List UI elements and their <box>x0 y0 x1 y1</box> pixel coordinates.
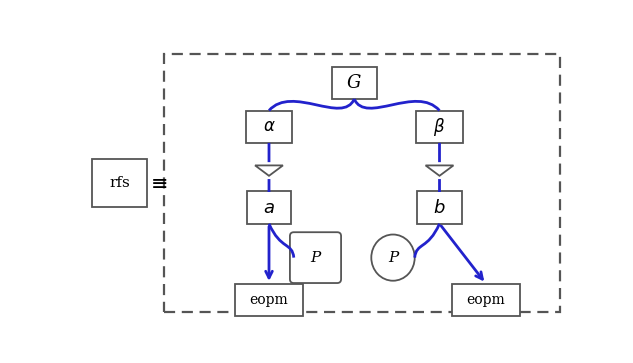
Text: $a$: $a$ <box>263 199 275 217</box>
Text: P: P <box>388 250 398 265</box>
FancyBboxPatch shape <box>235 284 303 316</box>
Text: P: P <box>310 250 321 265</box>
FancyBboxPatch shape <box>452 284 520 316</box>
FancyBboxPatch shape <box>290 232 341 283</box>
Text: rfs: rfs <box>109 176 130 190</box>
Text: eopm: eopm <box>467 293 505 307</box>
FancyBboxPatch shape <box>165 54 560 311</box>
FancyBboxPatch shape <box>92 159 147 207</box>
Text: $\equiv$: $\equiv$ <box>146 174 167 192</box>
FancyBboxPatch shape <box>332 67 377 99</box>
Text: $\alpha$: $\alpha$ <box>263 118 275 135</box>
FancyBboxPatch shape <box>417 191 462 224</box>
FancyBboxPatch shape <box>246 111 292 143</box>
Text: $b$: $b$ <box>433 199 446 217</box>
FancyBboxPatch shape <box>417 111 463 143</box>
Text: $\beta$: $\beta$ <box>434 116 446 138</box>
FancyBboxPatch shape <box>246 191 291 224</box>
Text: eopm: eopm <box>249 293 289 307</box>
Text: G: G <box>347 74 361 92</box>
